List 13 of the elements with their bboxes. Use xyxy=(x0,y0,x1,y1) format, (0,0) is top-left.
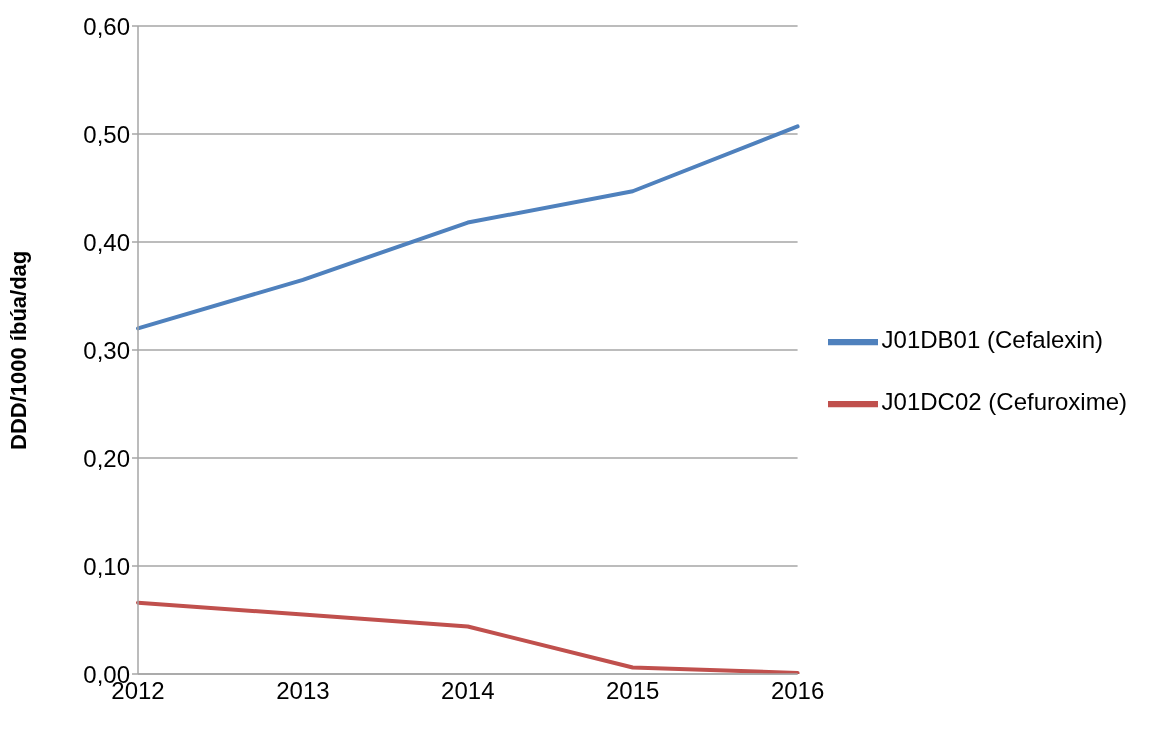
y-tick-label: 0,10 xyxy=(83,552,130,580)
legend-label: J01DC02 (Cefuroxime) xyxy=(881,388,1127,415)
y-tick-label: 0,50 xyxy=(83,120,130,148)
y-tick-label: 0,20 xyxy=(83,444,130,472)
x-tick-label: 2014 xyxy=(441,677,495,705)
y-tick-label: 0,60 xyxy=(83,12,130,40)
x-tick-label: 2013 xyxy=(276,677,330,705)
x-tick-label: 2016 xyxy=(770,677,825,705)
x-tick-label: 2015 xyxy=(605,677,660,705)
legend-label: J01DB01 (Cefalexin) xyxy=(881,326,1104,353)
y-tick-label: 0,40 xyxy=(83,228,130,256)
y-tick-label: 0,30 xyxy=(83,336,130,364)
y-axis-title: DDD/1000 íbúa/dag xyxy=(5,250,31,450)
